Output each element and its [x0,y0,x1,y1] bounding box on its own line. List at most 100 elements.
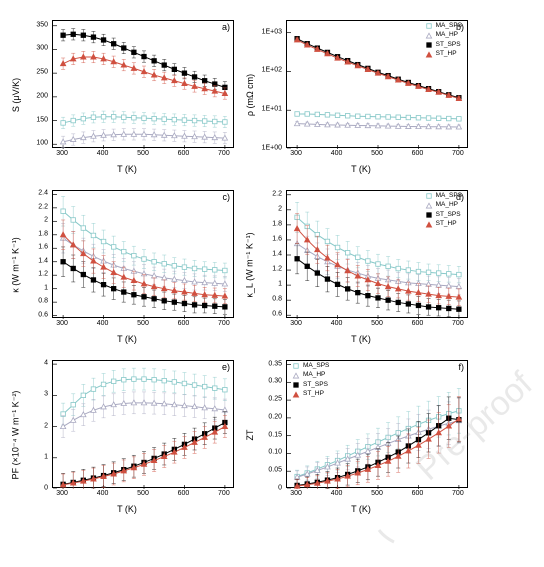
panel-grid: S (μV/K)T (K)a)1001502002503003503004005… [0,0,544,562]
legend-label: MA_SPS [303,362,329,370]
ytick: 0.35 [268,360,282,367]
xlabel: T (K) [351,504,371,514]
ytick: 350 [36,21,48,28]
xtick: 600 [412,150,424,157]
xticks: 300400500600700 [286,150,468,162]
xlabel: T (K) [117,504,137,514]
panel-f: ZTT (K)f)00.050.100.150.200.250.300.3530… [248,354,474,516]
legend-swatch [425,221,433,229]
ytick: 150 [36,116,48,123]
legend-item: ST_SPS [425,41,462,49]
ytick: 1 [44,284,48,291]
legend-label: ST_SPS [436,41,461,49]
legend-item: MA_SPS [425,192,462,200]
legend-swatch [292,381,300,389]
ytick: 2 [44,422,48,429]
legend-swatch [425,211,433,219]
xtick: 500 [137,150,149,157]
ytick: 1 [278,281,282,288]
legend-label: ST_HP [436,50,457,58]
xlabel: T (K) [351,334,371,344]
ytick: 1.8 [272,220,282,227]
legend-item: ST_SPS [425,211,462,219]
legend-label: MA_HP [436,31,458,39]
xtick: 500 [137,320,149,327]
xtick: 600 [412,320,424,327]
legend-label: ST_SPS [303,381,328,389]
xticks: 300400500600700 [286,490,468,502]
plot-area [52,360,234,488]
ytick: 1.6 [38,244,48,251]
yticks: 0.60.811.21.41.61.822.22.4 [14,190,50,318]
legend-item: ST_HP [425,220,462,228]
xtick: 600 [178,320,190,327]
xticks: 300 400 500 600 700 [52,490,234,502]
xtick: 600 [412,490,424,497]
panel-letter: e) [222,362,230,372]
ytick: 0.15 [268,431,282,438]
xlabel: T (K) [117,164,137,174]
xtick: 500 [371,490,383,497]
legend: MA_SPSMA_HP ST_SPSST_HP [425,192,462,230]
legend-label: ST_HP [303,390,324,398]
ytick: 1.4 [38,257,48,264]
panel-a: S (μV/K)T (K)a)1001502002503003503004005… [14,14,240,176]
xtick: 700 [452,490,464,497]
xtick: 300 [290,150,302,157]
xtick: 700 [218,490,230,497]
xtick: 600 [178,490,190,497]
ytick: 1.6 [272,235,282,242]
ytick: 2.2 [272,190,282,197]
ytick: 3 [44,391,48,398]
ytick: 0.8 [38,298,48,305]
xtick: 400 [97,320,109,327]
xlabel: T (K) [351,164,371,174]
plot-area [52,190,234,318]
ytick: 1.8 [38,230,48,237]
yticks: 0.60.811.21.41.61.822.2 [248,190,284,318]
xtick: 500 [371,150,383,157]
yticks: 00.050.100.150.200.250.300.35 [248,360,284,488]
panel-b: ρ (mΩ cm)T (K)b)1E+001E+011E+021E+033004… [248,14,474,176]
series [53,21,235,149]
ytick: 300 [36,45,48,52]
legend-label: ST_SPS [436,211,461,219]
legend: MA_SPSMA_HP ST_SPSST_HP [425,22,462,60]
series [53,191,235,319]
ytick: 0.30 [268,378,282,385]
xtick: 500 [137,490,149,497]
ytick: 0 [278,485,282,492]
xtick: 300 [290,320,302,327]
ytick: 0.6 [272,311,282,318]
xticks: 300400500600700 [52,150,234,162]
panel-c: κ (W m⁻¹ K⁻¹)T (K)c)0.60.811.21.41.61.82… [14,184,240,346]
xtick: 400 [97,490,109,497]
ytick: 0.6 [38,311,48,318]
xtick: 400 [331,490,343,497]
legend-swatch [425,41,433,49]
ytick: 4 [44,360,48,367]
ytick: 1.2 [38,271,48,278]
legend-swatch [292,362,300,370]
xtick: 700 [452,320,464,327]
xtick: 600 [178,150,190,157]
ytick: 0.05 [268,467,282,474]
legend-item: MA_HP [292,371,329,379]
legend: MA_SPSMA_HP ST_SPSST_HP [292,362,329,400]
yticks: 1E+001E+011E+021E+03 [248,20,284,148]
xtick: 700 [218,320,230,327]
ytick: 0 [44,485,48,492]
legend-label: MA_HP [436,201,458,209]
legend-label: MA_SPS [436,22,462,30]
xtick: 300 [56,490,68,497]
xtick: 400 [97,150,109,157]
ytick: 2.4 [38,190,48,197]
ytick: 1 [44,453,48,460]
series [53,361,235,489]
panel-letter: f) [459,362,465,372]
xticks: 300400500600700 [286,320,468,332]
xtick: 500 [371,320,383,327]
legend-item: MA_SPS [425,22,462,30]
ytick: 1E+02 [262,67,282,74]
ytick: 1E+01 [262,106,282,113]
